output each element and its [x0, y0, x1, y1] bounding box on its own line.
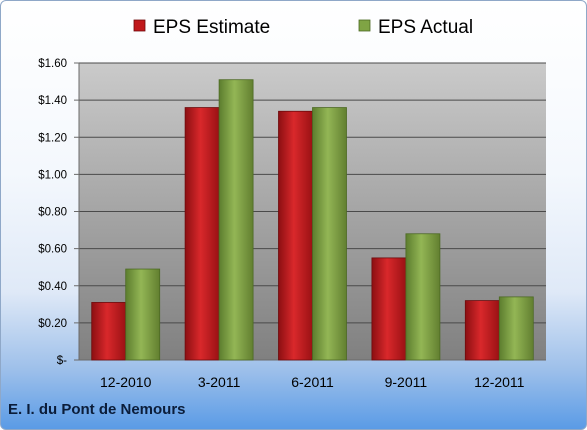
legend-label: EPS Actual	[378, 17, 473, 38]
company-name: E. I. du Pont de Nemours	[8, 401, 186, 418]
x-tick-label: 12-2010	[100, 374, 152, 390]
estimate-bar	[91, 302, 127, 361]
y-tick-label: $0.40	[38, 281, 67, 293]
y-tick-label: $0.20	[38, 318, 67, 330]
legend: EPS Estimate EPS Actual	[133, 17, 473, 38]
legend-swatch	[358, 19, 371, 32]
x-tick-label: 6-2011	[291, 374, 334, 390]
y-tick-label: $0.60	[38, 244, 67, 256]
estimate-bar	[278, 110, 313, 361]
bars	[91, 79, 534, 361]
x-tick-label: 12-2011	[474, 374, 525, 390]
y-tick-label: $-	[57, 355, 67, 367]
legend-label: EPS Estimate	[153, 17, 270, 38]
y-tick-label: $1.20	[38, 132, 67, 144]
actual-bar	[312, 107, 347, 361]
x-tick-label: 9-2011	[385, 374, 428, 390]
estimate-bar	[371, 257, 407, 361]
x-axis-ticks: 12-2010 3-2011 6-2011 9-2011 12-2011	[100, 374, 525, 390]
y-axis-ticks: $- $0.20 $0.40 $0.60 $0.80 $1.00 $1.20 $1.40 $1.…	[38, 58, 80, 367]
estimate-bar	[184, 107, 220, 361]
legend-swatch	[133, 19, 146, 32]
estimate-bar	[464, 300, 500, 361]
actual-bar	[218, 79, 254, 361]
y-tick-label: $1.60	[38, 58, 67, 70]
actual-bar	[498, 296, 534, 361]
y-tick-label: $0.80	[38, 207, 67, 219]
actual-bar	[125, 268, 161, 361]
x-tick-label: 3-2011	[198, 374, 241, 390]
y-tick-label: $1.40	[38, 95, 67, 107]
y-tick-label: $1.00	[38, 169, 67, 181]
actual-bar	[405, 233, 441, 361]
